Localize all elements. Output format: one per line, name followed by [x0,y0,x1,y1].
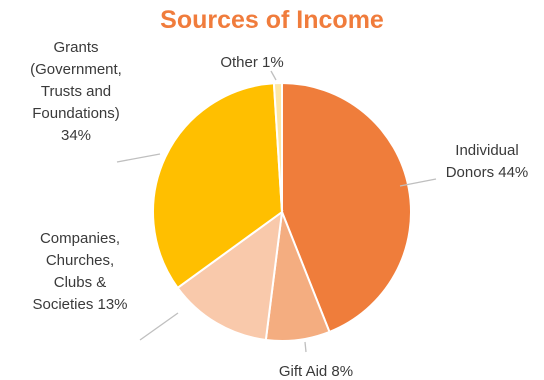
slice-label: Companies, [40,230,120,247]
leader-line [270,70,277,81]
pie-slice-grants-government-trusts-and-foundations [152,82,284,290]
slice-label: Other 1% [220,54,283,71]
slice-label: Grants [53,39,98,56]
slice-label: Foundations) [32,105,120,122]
pie-slice-other [272,81,283,213]
slice-label: Trusts and [41,83,111,100]
slice-label: Donors 44% [446,164,529,181]
pie-slices [152,81,412,342]
slice-labels: Individual Donors 44% Gift Aid 8% Companies… [30,39,528,380]
leader-line [116,153,161,163]
slice-label: Churches, [46,252,114,269]
leader-lines [116,70,437,353]
leader-line [399,178,437,187]
slice-label: Gift Aid 8% [279,363,353,380]
leader-line [139,312,179,341]
leader-line [304,341,307,353]
slice-label: Societies 13% [32,296,127,313]
slice-label: Individual [455,142,518,159]
pie-slice-individual-donors [281,81,412,334]
slice-label: 34% [61,127,91,144]
chart-title: Sources of Income [160,6,384,34]
slice-label: (Government, [30,61,122,78]
slice-label: Clubs & [54,274,107,291]
pie-slice-companies-churches-clubs-societies [176,209,284,342]
